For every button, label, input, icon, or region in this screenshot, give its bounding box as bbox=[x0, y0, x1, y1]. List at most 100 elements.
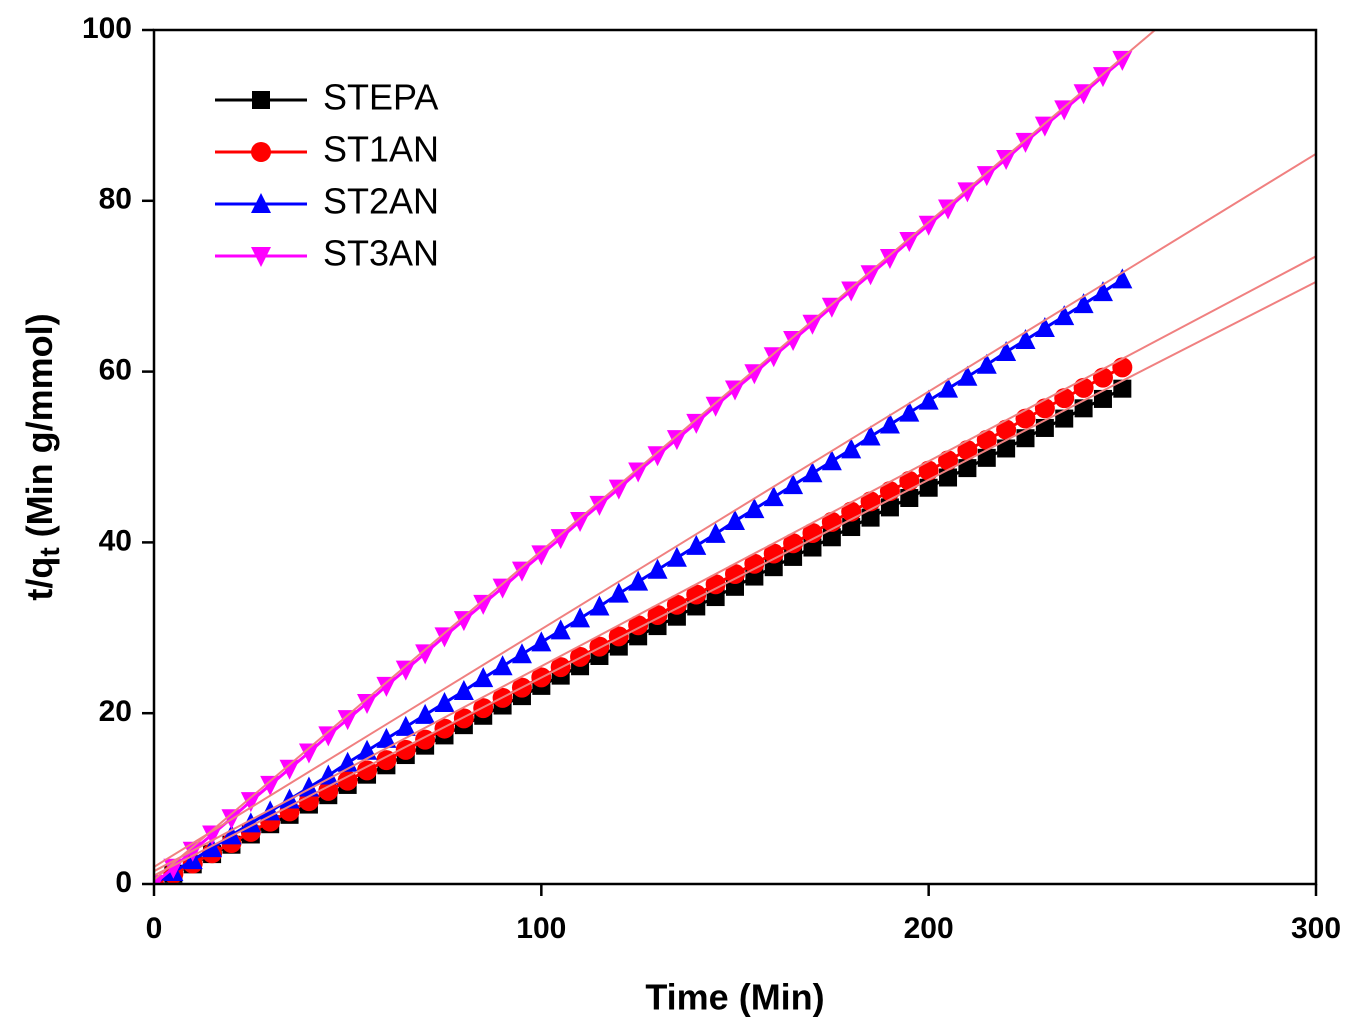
marker bbox=[473, 594, 494, 615]
marker bbox=[395, 715, 416, 736]
marker bbox=[608, 479, 629, 500]
marker bbox=[938, 377, 959, 398]
marker bbox=[260, 775, 281, 796]
marker bbox=[1055, 409, 1074, 428]
marker bbox=[550, 529, 571, 550]
marker bbox=[1054, 388, 1075, 409]
legend-label: ST1AN bbox=[323, 129, 439, 170]
marker bbox=[763, 486, 784, 507]
marker bbox=[725, 563, 745, 584]
y-axis-label: t/qt (Min g/mmol) bbox=[19, 313, 66, 600]
marker bbox=[1092, 67, 1113, 88]
marker bbox=[899, 231, 920, 252]
marker bbox=[1073, 84, 1094, 105]
marker bbox=[415, 703, 436, 724]
marker bbox=[957, 365, 978, 386]
marker bbox=[1073, 293, 1094, 314]
marker bbox=[570, 607, 591, 628]
marker bbox=[318, 726, 339, 747]
marker bbox=[202, 837, 223, 858]
marker bbox=[939, 468, 958, 487]
marker bbox=[434, 627, 455, 648]
plot-frame bbox=[152, 28, 1318, 886]
y-tick-label: 0 bbox=[115, 866, 132, 899]
y-tick-label: 40 bbox=[99, 524, 132, 557]
marker bbox=[1034, 116, 1055, 137]
fit-line bbox=[154, 255, 1316, 873]
marker bbox=[919, 478, 938, 497]
marker bbox=[861, 508, 880, 527]
marker bbox=[976, 429, 997, 450]
plot-area bbox=[154, 30, 1316, 884]
marker bbox=[686, 413, 707, 434]
marker bbox=[764, 558, 783, 577]
marker bbox=[996, 149, 1017, 170]
marker bbox=[1016, 429, 1035, 448]
marker bbox=[647, 446, 668, 467]
y-label-main: t/q bbox=[19, 557, 60, 601]
marker bbox=[1074, 399, 1093, 418]
marker bbox=[318, 764, 339, 785]
marker bbox=[376, 676, 397, 697]
marker bbox=[686, 584, 707, 605]
marker bbox=[744, 364, 765, 385]
marker bbox=[1093, 389, 1112, 408]
marker bbox=[841, 438, 862, 459]
marker bbox=[822, 528, 841, 547]
marker bbox=[918, 460, 939, 481]
x-axis-label: Time (Min) bbox=[645, 977, 824, 1018]
marker bbox=[318, 780, 339, 801]
marker bbox=[1073, 377, 1094, 398]
marker bbox=[725, 510, 745, 531]
marker bbox=[879, 413, 900, 434]
marker bbox=[900, 488, 919, 507]
marker bbox=[899, 470, 920, 491]
fit-line bbox=[154, 281, 1316, 877]
marker bbox=[589, 495, 610, 516]
marker bbox=[628, 570, 649, 591]
legend-label: ST3AN bbox=[323, 233, 439, 274]
marker bbox=[531, 545, 552, 566]
marker bbox=[415, 644, 436, 665]
marker bbox=[647, 558, 668, 579]
marker bbox=[531, 631, 552, 652]
marker bbox=[783, 331, 804, 352]
marker bbox=[976, 166, 997, 187]
marker bbox=[608, 582, 629, 603]
marker bbox=[763, 543, 784, 564]
marker bbox=[705, 574, 726, 595]
marker bbox=[453, 708, 474, 729]
fit-line bbox=[154, 152, 1316, 868]
y-tick-label: 20 bbox=[99, 695, 132, 728]
marker bbox=[357, 739, 378, 760]
marker bbox=[357, 693, 378, 714]
marker bbox=[803, 538, 822, 557]
marker bbox=[957, 182, 978, 203]
marker bbox=[492, 578, 513, 599]
marker bbox=[705, 396, 726, 417]
marker bbox=[783, 474, 804, 495]
marker bbox=[958, 459, 977, 478]
marker bbox=[1015, 408, 1036, 429]
marker bbox=[821, 450, 842, 471]
marker bbox=[938, 199, 959, 220]
marker bbox=[918, 215, 939, 236]
marker bbox=[1015, 132, 1036, 153]
marker bbox=[860, 425, 881, 446]
marker bbox=[240, 792, 261, 813]
marker bbox=[997, 439, 1016, 458]
marker bbox=[1034, 398, 1055, 419]
marker bbox=[802, 462, 823, 483]
marker bbox=[918, 389, 939, 410]
marker bbox=[744, 498, 765, 519]
marker bbox=[453, 611, 474, 632]
marker bbox=[298, 743, 319, 764]
legend-marker bbox=[252, 91, 270, 109]
x-tick-label: 200 bbox=[904, 912, 954, 945]
marker bbox=[202, 825, 223, 846]
marker bbox=[376, 727, 397, 748]
marker bbox=[511, 561, 532, 582]
marker bbox=[860, 265, 881, 286]
marker bbox=[473, 667, 494, 688]
marker bbox=[589, 595, 610, 616]
